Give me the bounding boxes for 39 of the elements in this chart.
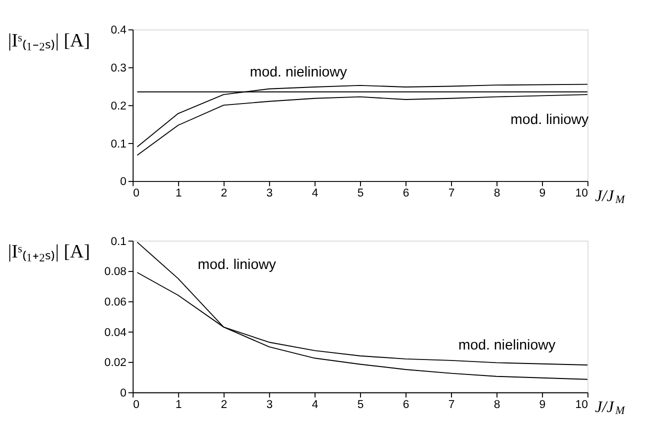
x-tick-label: 7 [448, 398, 455, 411]
x-tick-label: 6 [402, 398, 410, 411]
x-tick-label: 10 [575, 188, 588, 200]
x-tick-label: 4 [312, 188, 318, 200]
x-tick-label: 2 [220, 398, 228, 411]
x-tick-label: 0 [133, 188, 140, 200]
y-tick-label: 0.04 [104, 326, 126, 339]
x-tick-label: 5 [357, 188, 364, 200]
x-tick-label: 3 [266, 188, 273, 200]
x-tick-label: 3 [266, 398, 273, 411]
x-tick-label: 8 [494, 188, 500, 200]
x-tick-label: 10 [575, 398, 588, 411]
x-tick-label: 5 [357, 398, 364, 411]
y-tick-label: 0 [120, 176, 126, 188]
x-tick-label: 8 [494, 398, 500, 411]
x-tick-label: 7 [448, 188, 455, 200]
y-axis-title: |Iˢ₍₁₊₂ₛ₎| [A] [8, 242, 90, 263]
y-tick-label: 0 [120, 388, 126, 400]
x-tick-label: 2 [220, 188, 228, 200]
y-tick-label: 0.2 [110, 100, 126, 112]
x-tick-label: 1 [175, 188, 182, 200]
x-tick-label: 6 [402, 188, 410, 200]
x-tick-label: 1 [175, 398, 182, 411]
annotation: mod. nieliniowy [250, 64, 348, 81]
y-tick-label: 0.06 [104, 296, 126, 309]
x-tick-label: 0 [133, 398, 140, 411]
y-tick-label: 0.1 [110, 138, 126, 150]
y-tick-label: 0.4 [110, 24, 126, 37]
annotation: mod. liniowy [510, 112, 590, 128]
x-tick-label: 9 [539, 188, 546, 200]
y-tick-label: 0.3 [110, 62, 126, 75]
annotation: mod. liniowy [198, 257, 277, 274]
y-tick-label: 0.02 [104, 357, 126, 370]
y-tick-label: 0.08 [104, 266, 126, 278]
annotation: mod. nieliniowy [458, 338, 556, 354]
x-tick-label: 4 [312, 398, 318, 411]
x-tick-label: 9 [539, 398, 546, 411]
y-axis-title: |Iˢ₍₁₋₂ₛ₎| [A] [8, 30, 90, 52]
y-tick-label: 0.1 [110, 236, 126, 248]
